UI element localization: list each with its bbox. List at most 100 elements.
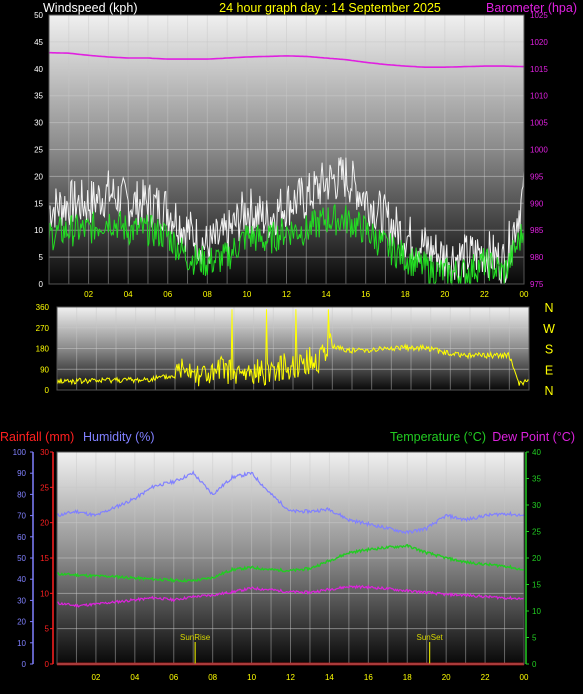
direction-series [56,309,530,387]
wind-time-tick-label: 00 [520,290,529,299]
wind-direction-line [56,309,530,387]
windspeed-tick-label: 35 [34,92,43,101]
temp-time-tick-label: 18 [403,673,412,682]
barometer-tick-label: 990 [530,199,544,208]
temperature-tick-label: 25 [532,528,541,537]
windspeed-tick-label: 15 [34,199,43,208]
temperature-tick-label: 30 [532,501,541,510]
direction-plot-frame [56,306,530,391]
windspeed-tick-label: 0 [39,280,44,289]
temperature-axis-title: Temperature (°C) [390,430,486,444]
temperature-axis-ticks: 0 5 10 15 20 25 30 35 40 [526,448,541,669]
dewpoint-line [56,584,525,609]
compass-label: E [545,363,553,377]
temp-time-tick-label: 02 [91,673,100,682]
wind-time-tick-label: 16 [361,290,370,299]
temperature-tick-label: 0 [532,660,537,669]
humidity-tick-label: 0 [22,660,27,669]
temp-time-axis-ticks: 02 04 06 08 10 12 14 16 18 20 22 00 [91,673,529,682]
temp-time-tick-label: 06 [169,673,178,682]
compass-label: S [545,343,553,357]
windspeed-tick-label: 10 [34,226,43,235]
wind-series [48,51,525,286]
temp-time-tick-label: 10 [247,673,256,682]
temp-time-tick-label: 04 [130,673,139,682]
chart-title: 24 hour graph day : 14 September 2025 [219,1,441,15]
barometer-tick-label: 975 [530,280,544,289]
barometer-tick-label: 1015 [530,65,548,74]
humidity-tick-label: 100 [13,448,27,457]
compass-label: W [543,322,555,336]
wind-plot-frame [48,14,525,285]
direction-degree-label: 270 [36,324,50,333]
rainfall-tick-label: 25 [40,483,49,492]
humidity-tick-label: 60 [17,533,26,542]
windspeed-tick-label: 25 [34,146,43,155]
barometer-tick-label: 1025 [530,11,548,20]
humidity-tick-label: 40 [17,575,26,584]
rainfall-tick-label: 30 [40,448,49,457]
direction-degree-ticks: 0 90 180 270 360 [36,303,50,395]
windspeed-tick-label: 30 [34,119,43,128]
temperature-line [56,543,525,583]
temp-time-tick-label: 00 [520,673,529,682]
dewpoint-axis-title: Dew Point (°C) [492,430,575,444]
direction-degree-label: 180 [36,345,50,354]
temp-time-tick-label: 12 [286,673,295,682]
barometer-tick-label: 980 [530,253,544,262]
direction-degree-label: 0 [45,386,50,395]
rainfall-tick-label: 10 [40,589,49,598]
temperature-tick-label: 40 [532,448,541,457]
barometer-axis-title: Barometer (hpa) [486,1,577,15]
rainfall-axis-ticks: 0 5 10 15 20 25 30 [40,448,53,669]
direction-degree-label: 360 [36,303,50,312]
barometer-tick-label: 1000 [530,146,548,155]
sunset-label: SunSet [417,633,444,642]
humidity-tick-label: 20 [17,618,26,627]
windspeed-axis-ticks: 0 5 10 15 20 25 30 35 40 45 50 [34,11,43,289]
rainfall-tick-label: 15 [40,554,49,563]
temperature-tick-label: 20 [532,554,541,563]
wind-time-tick-label: 18 [401,290,410,299]
wind-time-tick-label: 12 [282,290,291,299]
rainfall-tick-label: 5 [45,625,50,634]
humidity-line [56,470,525,535]
wind-time-tick-label: 02 [84,290,93,299]
rainfall-axis-title: Rainfall (mm) [0,430,74,444]
humidity-tick-label: 50 [17,554,26,563]
temp-time-tick-label: 22 [481,673,490,682]
windspeed-tick-label: 40 [34,65,43,74]
sun-markers: SunRise SunSet [180,633,444,664]
temp-plot-frame [56,451,525,665]
compass-label: N [544,301,553,315]
windspeed-tick-label: 45 [34,38,43,47]
humidity-tick-label: 10 [17,639,26,648]
temp-time-tick-label: 16 [364,673,373,682]
barometer-tick-label: 1010 [530,92,548,101]
temperature-tick-label: 5 [532,634,537,643]
temperature-tick-label: 15 [532,581,541,590]
wind-time-tick-label: 08 [203,290,212,299]
humidity-axis-ticks: 0 10 20 30 40 50 60 70 80 90 100 [13,448,33,669]
windspeed-tick-label: 5 [39,253,44,262]
windspeed-line [48,204,525,286]
humidity-tick-label: 70 [17,512,26,521]
temp-time-tick-label: 20 [442,673,451,682]
barometer-line [49,51,524,68]
temperature-tick-label: 35 [532,475,541,484]
compass-label: N [544,384,553,398]
barometer-axis-ticks: 975 980 985 990 995 1000 1005 1010 1015 1020 1025 [530,11,548,289]
temp-time-tick-label: 08 [208,673,217,682]
rainfall-tick-label: 0 [45,660,50,669]
wind-time-tick-label: 14 [322,290,331,299]
wind-time-tick-label: 20 [440,290,449,299]
gust-line [48,157,525,285]
humidity-tick-label: 30 [17,596,26,605]
windspeed-tick-label: 20 [34,172,43,181]
wind-time-tick-label: 22 [480,290,489,299]
